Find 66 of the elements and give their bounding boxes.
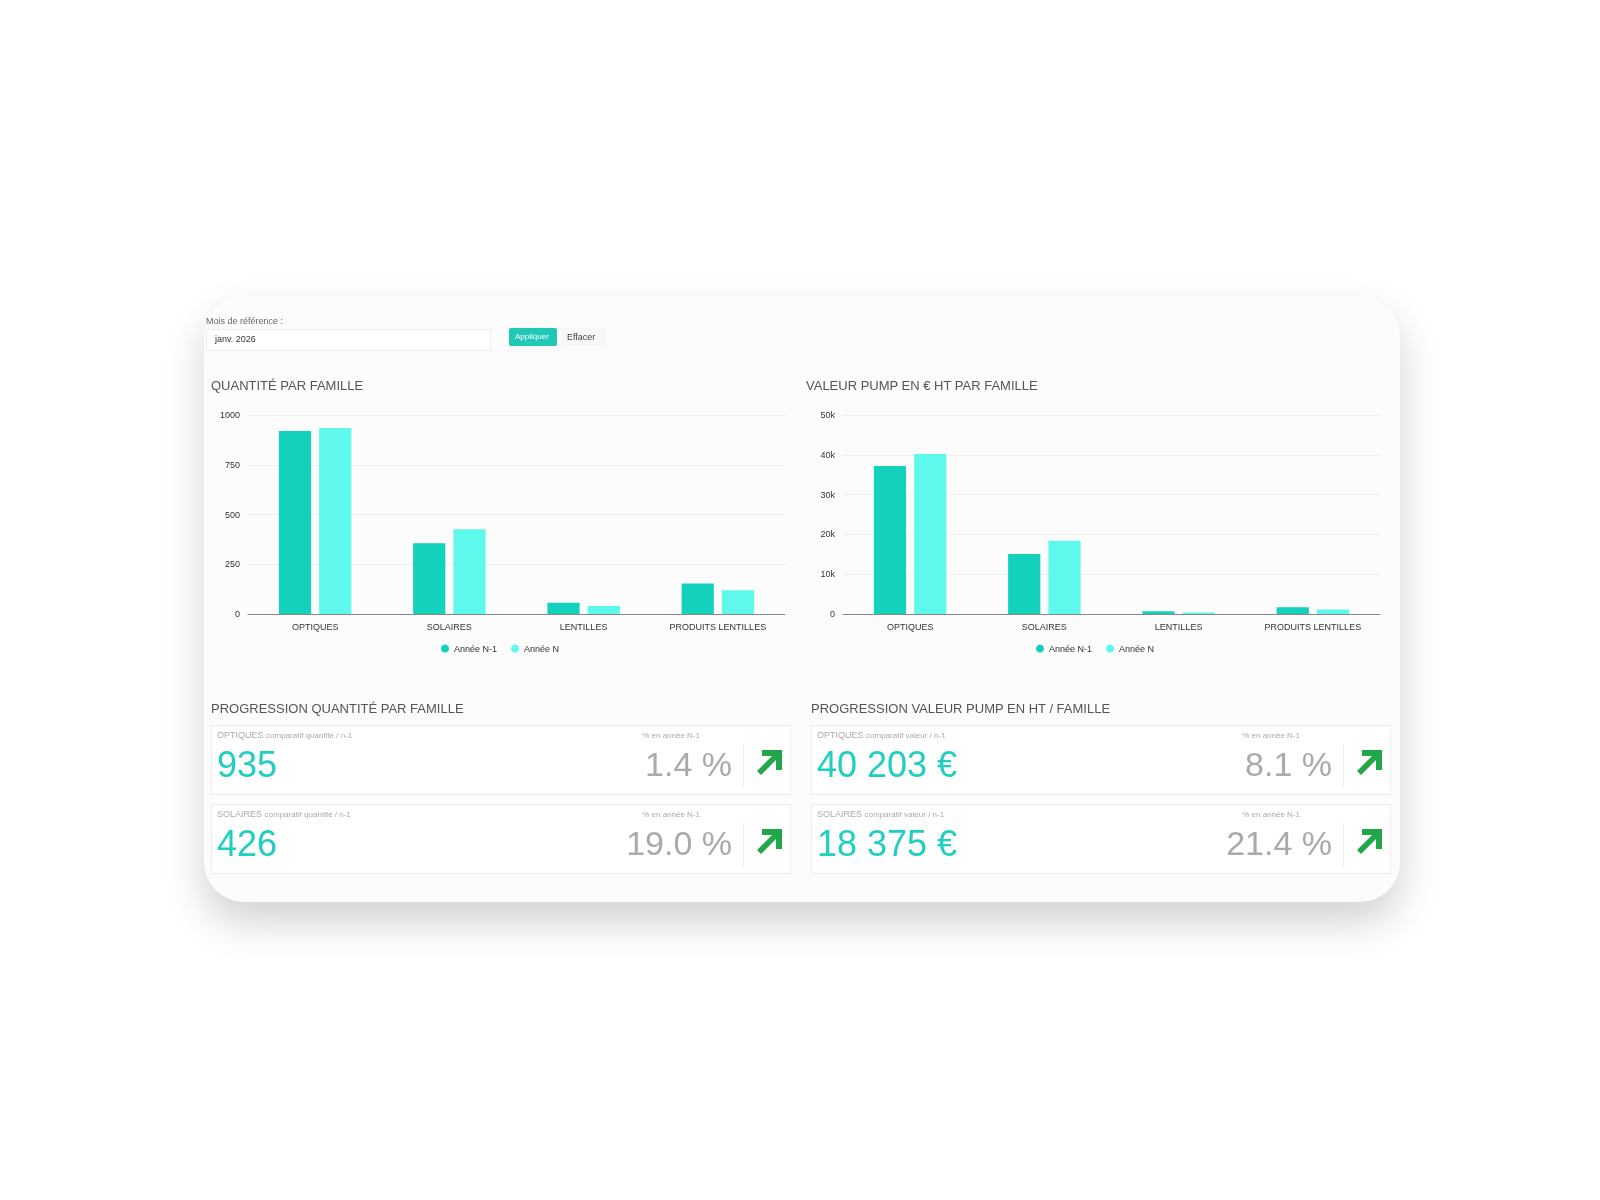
text: comparatif quantité / n-1 — [264, 810, 351, 819]
y-tick-label: 0 — [829, 609, 835, 619]
text: % en année N-1 — [1242, 810, 1300, 819]
x-tick-label: LENTILLES — [1154, 621, 1203, 632]
text: SOLAIRES — [817, 809, 863, 819]
y-tick-label: 50k — [820, 410, 836, 420]
x-tick-label: OPTIQUES — [886, 621, 934, 632]
bar — [721, 590, 755, 614]
clear-button: Effacer — [561, 328, 607, 346]
x-tick-label: PRODUITS LENTILLES — [1264, 621, 1362, 632]
y-tick-label: 30k — [820, 489, 836, 500]
bar — [547, 602, 580, 614]
text: comparatif valeur / n-1 — [864, 810, 945, 819]
bar — [681, 583, 714, 614]
bar — [1142, 611, 1175, 614]
y-tick-label: 750 — [224, 459, 240, 470]
text: OPTIQUES — [817, 730, 864, 740]
x-tick-label: OPTIQUES — [291, 621, 339, 632]
text: 18 375 € — [817, 823, 958, 865]
x-tick-label: SOLAIRES — [1021, 621, 1067, 632]
legend-label: Année N-1 — [453, 643, 498, 654]
legend-label: Année N — [524, 643, 560, 654]
chart-title: QUANTITÉ PAR FAMILLE — [211, 378, 364, 393]
bar — [1008, 553, 1041, 614]
bar — [1276, 607, 1309, 614]
chart-title: VALEUR PUMP EN € HT PAR FAMILLE — [806, 378, 1038, 393]
text: comparatif valeur / n-1 — [866, 731, 946, 740]
bar — [1316, 609, 1350, 614]
text: PROGRESSION QUANTITÉ PAR FAMILLE — [211, 701, 465, 716]
bar — [453, 529, 486, 614]
x-tick-label: PRODUITS LENTILLES — [669, 621, 767, 632]
y-tick-label: 500 — [224, 509, 240, 520]
text: comparatif quantité / n-1 — [266, 731, 353, 740]
y-tick-label: 1000 — [219, 410, 240, 420]
x-tick-label: LENTILLES — [559, 621, 608, 632]
bar — [873, 465, 907, 614]
text: % en année N-1 — [642, 810, 700, 819]
text: % en année N-1 — [1242, 731, 1300, 740]
text: 8.1 % — [1245, 745, 1332, 784]
text: OPTIQUES — [217, 730, 264, 740]
x-tick-label: SOLAIRES — [426, 621, 472, 632]
text: SOLAIRES — [217, 809, 263, 819]
text: 40 203 € — [817, 744, 958, 786]
text: 426 — [217, 823, 278, 865]
text: 21.4 % — [1226, 824, 1332, 863]
legend-label: Année N — [1119, 643, 1155, 654]
text: 1.4 % — [645, 745, 732, 784]
bar — [1048, 540, 1081, 614]
bar — [587, 606, 620, 614]
text: PROGRESSION VALEUR PUMP EN HT / FAMILLE — [811, 701, 1112, 716]
y-tick-label: 40k — [820, 449, 836, 460]
text: Mois de référence : — [206, 316, 284, 326]
text: % en année N-1 — [642, 731, 700, 740]
legend-label: Année N-1 — [1048, 643, 1093, 654]
bar — [278, 430, 312, 614]
bar — [914, 454, 947, 614]
y-tick-label: 10k — [820, 569, 836, 580]
y-tick-label: 250 — [224, 559, 240, 570]
y-tick-label: 0 — [234, 609, 240, 619]
text: 935 — [217, 744, 278, 786]
bar — [319, 427, 352, 614]
bar — [413, 543, 446, 614]
apply-button: Appliquer — [509, 328, 557, 346]
text: 19.0 % — [626, 824, 732, 863]
y-tick-label: 20k — [820, 529, 836, 540]
date-field: janv. 2026 — [206, 329, 491, 351]
